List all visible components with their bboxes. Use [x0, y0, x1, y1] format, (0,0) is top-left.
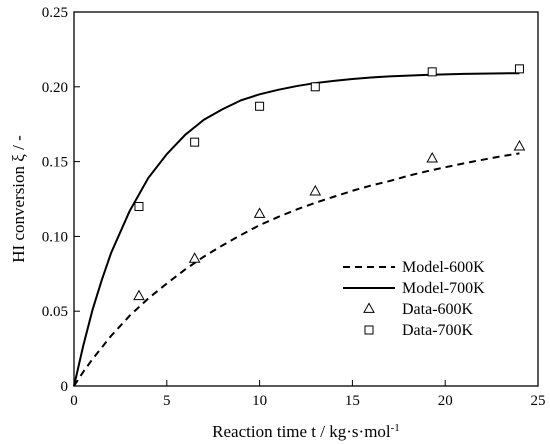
legend-swatch-data-700k: [364, 325, 374, 335]
y-tick-label: 0.15: [42, 155, 68, 171]
x-tick-label: 10: [252, 393, 267, 409]
point-data-700k: [255, 101, 265, 111]
x-tick-label: 0: [70, 393, 78, 409]
point-data-700k: [310, 82, 320, 92]
legend-label-data-600k: Data-600K: [402, 301, 474, 318]
point-data-600k: [426, 151, 439, 163]
x-tick-label: 5: [163, 393, 171, 409]
point-data-700k: [190, 137, 200, 147]
series-line-model-600k: [73, 152, 520, 387]
x-tick-label: 15: [345, 393, 360, 409]
y-axis-title: HI conversion ξ / -: [9, 135, 28, 263]
legend-label-model-700k: Model-700K: [402, 280, 485, 297]
plot-frame: [73, 11, 539, 387]
point-data-600k: [309, 184, 322, 196]
y-tick-label: 0.25: [42, 5, 68, 21]
legend-swatch-data-600k: [363, 302, 375, 313]
y-tick-label: 0: [61, 379, 69, 395]
x-axis-title: Reaction time t / kg·s·mol-1: [212, 422, 400, 441]
y-tick-label: 0.10: [42, 229, 68, 245]
point-data-600k: [188, 252, 201, 263]
x-tick-label: 20: [438, 393, 453, 409]
point-data-600k: [513, 140, 526, 151]
x-tick-label: 25: [531, 393, 546, 409]
series-line-model-700k: [73, 72, 520, 387]
point-data-700k: [514, 64, 524, 74]
point-data-700k: [134, 201, 144, 211]
ticks-layer: 0 5 10 15 20 25 0 0.05 0.10 0.15 0.20 0.25: [42, 5, 546, 409]
x-axis-title-main: Reaction time t / kg·s·mol: [212, 422, 391, 441]
y-tick-label: 0.20: [42, 80, 68, 96]
legend: Model-600K Model-700K Data-600K Data-700K: [343, 259, 485, 339]
point-data-600k: [253, 207, 266, 218]
legend-label-model-600k: Model-600K: [402, 259, 485, 276]
point-data-700k: [427, 67, 437, 77]
legend-label-data-700k: Data-700K: [402, 322, 474, 339]
point-data-600k: [133, 289, 145, 301]
y-tick-label: 0.05: [42, 304, 68, 320]
plot-layer: [73, 64, 526, 387]
x-axis-title-superscript: -1: [391, 422, 400, 434]
